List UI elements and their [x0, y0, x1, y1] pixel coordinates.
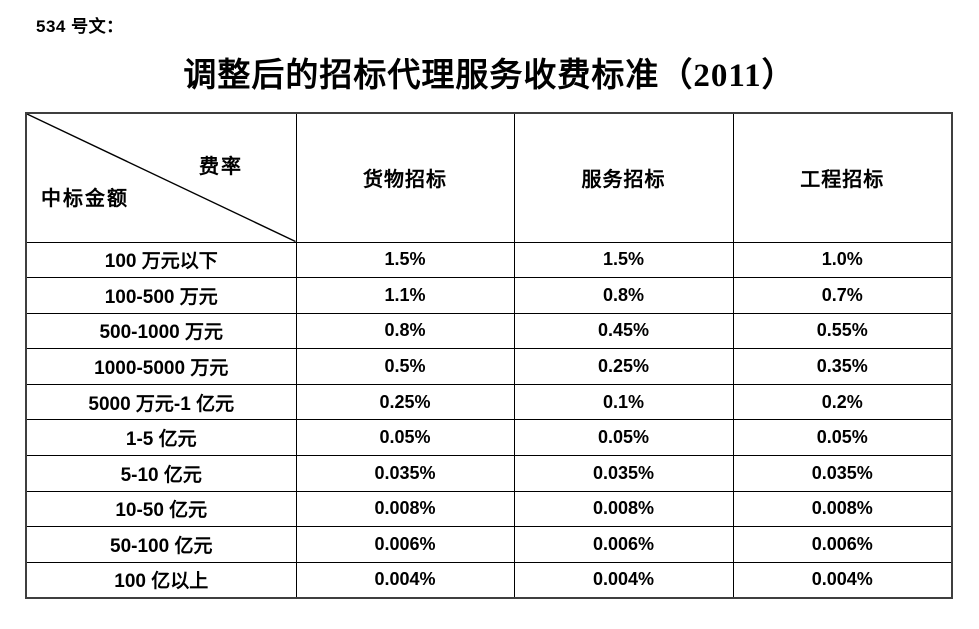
fee-table: 费率 中标金额 货物招标 服务招标 工程招标 100 万元以下 1.5% 1.5…: [25, 112, 953, 599]
rate-cell: 0.55%: [732, 312, 953, 350]
rate-cell: 0.004%: [513, 561, 734, 599]
row-label: 1000-5000 万元: [25, 348, 297, 385]
column-header-service-bidding: 服务招标: [513, 112, 734, 243]
rate-cell: 1.5%: [295, 241, 515, 279]
row-label: 5-10 亿元: [25, 455, 297, 492]
table-row: 10-50 亿元 0.008% 0.008% 0.008%: [25, 490, 953, 528]
rate-cell: 0.05%: [732, 419, 953, 457]
row-label: 5000 万元-1 亿元: [25, 383, 297, 421]
rate-cell: 0.008%: [732, 490, 953, 528]
rate-cell: 0.25%: [513, 348, 734, 385]
rate-cell: 0.004%: [295, 561, 515, 599]
rate-cell: 0.006%: [295, 526, 515, 563]
column-header-goods-bidding: 货物招标: [295, 112, 515, 243]
row-label: 100 万元以下: [25, 241, 297, 279]
rate-cell: 1.1%: [295, 277, 515, 314]
row-label: 100-500 万元: [25, 277, 297, 314]
page-title: 调整后的招标代理服务收费标准（2011）: [183, 58, 796, 94]
table-header-row: 费率 中标金额 货物招标 服务招标 工程招标: [25, 112, 953, 243]
corner-header-cell: 费率 中标金额: [25, 112, 297, 243]
rate-cell: 0.008%: [295, 490, 515, 528]
rate-cell: 0.25%: [295, 383, 515, 421]
table-row: 100 万元以下 1.5% 1.5% 1.0%: [25, 241, 953, 279]
column-header-engineering-bidding: 工程招标: [732, 112, 953, 243]
rate-cell: 1.0%: [732, 241, 953, 279]
table-row: 50-100 亿元 0.006% 0.006% 0.006%: [25, 526, 953, 563]
row-label: 50-100 亿元: [25, 526, 297, 563]
row-label: 10-50 亿元: [25, 490, 297, 528]
table-row: 5000 万元-1 亿元 0.25% 0.1% 0.2%: [25, 383, 953, 421]
table-row: 1-5 亿元 0.05% 0.05% 0.05%: [25, 419, 953, 457]
rate-cell: 0.8%: [513, 277, 734, 314]
rate-cell: 0.006%: [732, 526, 953, 563]
table-row: 5-10 亿元 0.035% 0.035% 0.035%: [25, 455, 953, 492]
row-label: 500-1000 万元: [25, 312, 297, 350]
rate-cell: 0.45%: [513, 312, 734, 350]
row-label: 100 亿以上: [25, 561, 297, 599]
rate-cell: 0.2%: [732, 383, 953, 421]
rate-cell: 0.5%: [295, 348, 515, 385]
row-label: 1-5 亿元: [25, 419, 297, 457]
corner-label-rate: 费率: [199, 156, 243, 178]
rate-cell: 0.035%: [295, 455, 515, 492]
table-row: 100 亿以上 0.004% 0.004% 0.004%: [25, 561, 953, 599]
rate-cell: 0.004%: [732, 561, 953, 599]
table-row: 1000-5000 万元 0.5% 0.25% 0.35%: [25, 348, 953, 385]
rate-cell: 0.8%: [295, 312, 515, 350]
rate-cell: 1.5%: [513, 241, 734, 279]
rate-cell: 0.7%: [732, 277, 953, 314]
rate-cell: 0.035%: [513, 455, 734, 492]
rate-cell: 0.05%: [295, 419, 515, 457]
rate-cell: 0.006%: [513, 526, 734, 563]
diagonal-divider-line: [27, 114, 296, 242]
corner-label-bid-amount: 中标金额: [41, 188, 129, 210]
rate-cell: 0.035%: [732, 455, 953, 492]
rate-cell: 0.008%: [513, 490, 734, 528]
rate-cell: 0.35%: [732, 348, 953, 385]
rate-cell: 0.05%: [513, 419, 734, 457]
table-row: 500-1000 万元 0.8% 0.45% 0.55%: [25, 312, 953, 350]
doc-reference: 534 号文：: [36, 17, 124, 36]
table-row: 100-500 万元 1.1% 0.8% 0.7%: [25, 277, 953, 314]
rate-cell: 0.1%: [513, 383, 734, 421]
